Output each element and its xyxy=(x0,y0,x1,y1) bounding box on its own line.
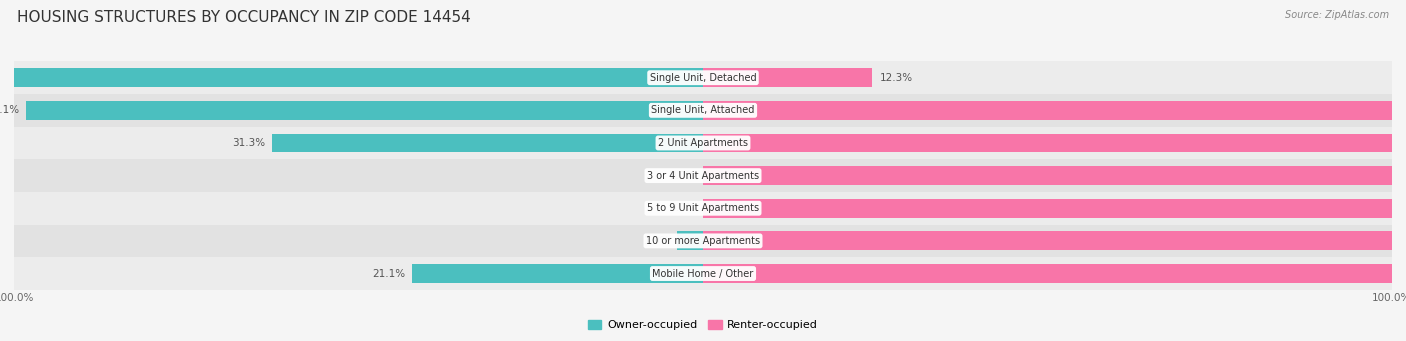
Bar xyxy=(14,61,1392,94)
Bar xyxy=(703,134,1406,152)
Bar xyxy=(703,232,1406,250)
Text: 0.0%: 0.0% xyxy=(669,170,696,181)
Text: 5 to 9 Unit Apartments: 5 to 9 Unit Apartments xyxy=(647,203,759,213)
Text: Mobile Home / Other: Mobile Home / Other xyxy=(652,268,754,279)
Text: 0.0%: 0.0% xyxy=(669,203,696,213)
Bar xyxy=(412,264,703,283)
Bar xyxy=(14,257,1392,290)
Text: Single Unit, Attached: Single Unit, Attached xyxy=(651,105,755,115)
Bar xyxy=(14,225,1392,257)
Text: 21.1%: 21.1% xyxy=(373,268,405,279)
Bar xyxy=(14,192,1392,225)
Legend: Owner-occupied, Renter-occupied: Owner-occupied, Renter-occupied xyxy=(583,315,823,335)
Text: 10 or more Apartments: 10 or more Apartments xyxy=(645,236,761,246)
Bar xyxy=(676,232,703,250)
Text: 12.3%: 12.3% xyxy=(879,73,912,83)
Bar xyxy=(703,101,1405,120)
Text: 1.9%: 1.9% xyxy=(644,236,669,246)
Bar xyxy=(27,101,703,120)
Text: Single Unit, Detached: Single Unit, Detached xyxy=(650,73,756,83)
Text: 2 Unit Apartments: 2 Unit Apartments xyxy=(658,138,748,148)
Bar xyxy=(703,166,1406,185)
Text: Source: ZipAtlas.com: Source: ZipAtlas.com xyxy=(1285,10,1389,20)
Text: HOUSING STRUCTURES BY OCCUPANCY IN ZIP CODE 14454: HOUSING STRUCTURES BY OCCUPANCY IN ZIP C… xyxy=(17,10,471,25)
Bar xyxy=(703,68,873,87)
Bar xyxy=(14,127,1392,159)
Bar xyxy=(0,68,703,87)
Bar xyxy=(14,159,1392,192)
Bar xyxy=(14,94,1392,127)
Text: 49.1%: 49.1% xyxy=(0,105,20,115)
Bar xyxy=(703,264,1406,283)
Bar xyxy=(271,134,703,152)
Text: 3 or 4 Unit Apartments: 3 or 4 Unit Apartments xyxy=(647,170,759,181)
Bar xyxy=(703,199,1406,218)
Text: 31.3%: 31.3% xyxy=(232,138,264,148)
